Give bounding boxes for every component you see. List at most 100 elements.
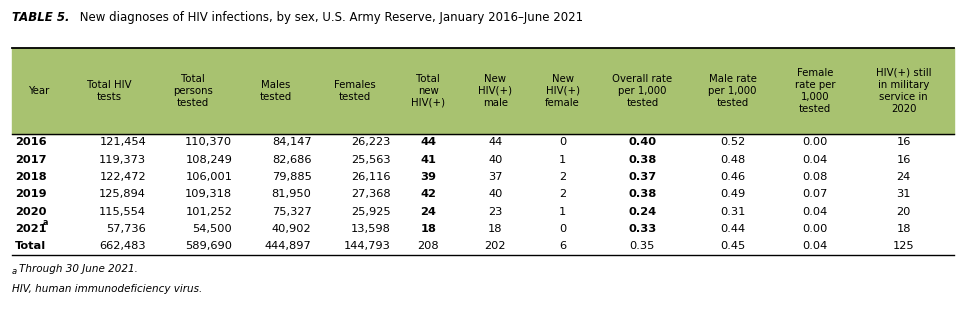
Text: 79,885: 79,885 xyxy=(271,172,312,182)
Text: 40: 40 xyxy=(488,155,503,165)
Text: 26,116: 26,116 xyxy=(351,172,390,182)
Text: 44: 44 xyxy=(420,138,436,147)
Text: 444,897: 444,897 xyxy=(265,241,312,251)
Text: Total
new
HIV(+): Total new HIV(+) xyxy=(411,74,445,108)
Text: 0.35: 0.35 xyxy=(630,241,655,251)
Text: 0.38: 0.38 xyxy=(628,189,657,199)
Text: Total: Total xyxy=(15,241,47,251)
Text: Males
tested: Males tested xyxy=(260,80,292,102)
Text: HIV, human immunodeficiency virus.: HIV, human immunodeficiency virus. xyxy=(12,284,201,294)
Text: 2018: 2018 xyxy=(15,172,47,182)
Text: 0.07: 0.07 xyxy=(802,189,828,199)
Text: 0.33: 0.33 xyxy=(628,224,657,234)
Text: 0.04: 0.04 xyxy=(802,207,828,217)
Text: 18: 18 xyxy=(420,224,436,234)
Text: 110,370: 110,370 xyxy=(185,138,232,147)
Text: 125,894: 125,894 xyxy=(99,189,146,199)
Text: 109,318: 109,318 xyxy=(185,189,232,199)
Text: 1: 1 xyxy=(559,207,566,217)
Text: 40: 40 xyxy=(488,189,503,199)
Text: 0.00: 0.00 xyxy=(802,138,828,147)
Text: 0.37: 0.37 xyxy=(628,172,656,182)
Text: Total HIV
tests: Total HIV tests xyxy=(86,80,131,102)
Text: 0.24: 0.24 xyxy=(628,207,656,217)
Text: 20: 20 xyxy=(897,207,911,217)
Text: 6: 6 xyxy=(559,241,566,251)
Text: 25,925: 25,925 xyxy=(351,207,390,217)
Text: 25,563: 25,563 xyxy=(351,155,390,165)
Text: 75,327: 75,327 xyxy=(271,207,312,217)
Text: 0: 0 xyxy=(559,138,566,147)
Text: 0.45: 0.45 xyxy=(720,241,745,251)
Text: 24: 24 xyxy=(897,172,911,182)
Text: 119,373: 119,373 xyxy=(99,155,146,165)
Text: New diagnoses of HIV infections, by sex, U.S. Army Reserve, January 2016–June 20: New diagnoses of HIV infections, by sex,… xyxy=(76,11,583,24)
Text: 0.44: 0.44 xyxy=(720,224,745,234)
Text: 39: 39 xyxy=(420,172,436,182)
Text: 589,690: 589,690 xyxy=(185,241,232,251)
Text: 2: 2 xyxy=(559,189,566,199)
Text: Total
persons
tested: Total persons tested xyxy=(173,74,213,108)
Text: 0.04: 0.04 xyxy=(802,155,828,165)
Text: 662,483: 662,483 xyxy=(100,241,146,251)
Text: 106,001: 106,001 xyxy=(185,172,232,182)
Text: a: a xyxy=(12,267,16,276)
Text: 37: 37 xyxy=(488,172,503,182)
Text: 1: 1 xyxy=(559,155,566,165)
Text: 18: 18 xyxy=(488,224,503,234)
Text: 2021: 2021 xyxy=(15,224,47,234)
Text: 125: 125 xyxy=(893,241,914,251)
Text: 84,147: 84,147 xyxy=(272,138,312,147)
Text: 44: 44 xyxy=(488,138,503,147)
Text: 18: 18 xyxy=(897,224,911,234)
Text: 0.00: 0.00 xyxy=(802,224,828,234)
Text: 0.38: 0.38 xyxy=(628,155,657,165)
Text: 0.46: 0.46 xyxy=(720,172,745,182)
Text: 16: 16 xyxy=(897,138,911,147)
Text: Male rate
per 1,000
tested: Male rate per 1,000 tested xyxy=(709,74,757,108)
Text: 40,902: 40,902 xyxy=(272,224,312,234)
Text: 27,368: 27,368 xyxy=(351,189,390,199)
Text: 0.08: 0.08 xyxy=(802,172,828,182)
Text: 0: 0 xyxy=(559,224,566,234)
Text: HIV(+) still
in military
service in
2020: HIV(+) still in military service in 2020 xyxy=(876,68,931,114)
Text: 2019: 2019 xyxy=(15,189,47,199)
Text: 2017: 2017 xyxy=(15,155,47,165)
Text: New
HIV(+)
female: New HIV(+) female xyxy=(546,74,580,108)
Bar xyxy=(12,48,954,134)
Text: 108,249: 108,249 xyxy=(185,155,232,165)
Text: 31: 31 xyxy=(897,189,911,199)
Text: 42: 42 xyxy=(420,189,436,199)
Text: 26,223: 26,223 xyxy=(351,138,390,147)
Text: 208: 208 xyxy=(417,241,439,251)
Text: 122,472: 122,472 xyxy=(100,172,146,182)
Text: 23: 23 xyxy=(488,207,503,217)
Text: 16: 16 xyxy=(897,155,911,165)
Text: 54,500: 54,500 xyxy=(193,224,232,234)
Text: 115,554: 115,554 xyxy=(99,207,146,217)
Text: 2: 2 xyxy=(559,172,566,182)
Text: 0.04: 0.04 xyxy=(802,241,828,251)
Text: 13,598: 13,598 xyxy=(351,224,390,234)
Text: 0.49: 0.49 xyxy=(720,189,745,199)
Text: Year: Year xyxy=(29,86,50,96)
Text: 82,686: 82,686 xyxy=(272,155,312,165)
Text: Females
tested: Females tested xyxy=(334,80,376,102)
Text: 24: 24 xyxy=(420,207,436,217)
Text: 0.48: 0.48 xyxy=(720,155,745,165)
Text: Through 30 June 2021.: Through 30 June 2021. xyxy=(19,264,138,274)
Text: Overall rate
per 1,000
tested: Overall rate per 1,000 tested xyxy=(612,74,672,108)
Text: 0.52: 0.52 xyxy=(720,138,745,147)
Text: 144,793: 144,793 xyxy=(344,241,390,251)
Text: TABLE 5.: TABLE 5. xyxy=(12,11,69,24)
Text: 2016: 2016 xyxy=(15,138,47,147)
Text: New
HIV(+)
male: New HIV(+) male xyxy=(479,74,512,108)
Text: Female
rate per
1,000
tested: Female rate per 1,000 tested xyxy=(795,68,835,114)
Text: 101,252: 101,252 xyxy=(185,207,232,217)
Text: 81,950: 81,950 xyxy=(271,189,312,199)
Text: 2020: 2020 xyxy=(15,207,47,217)
Text: 121,454: 121,454 xyxy=(100,138,146,147)
Text: 0.40: 0.40 xyxy=(628,138,656,147)
Text: 0.31: 0.31 xyxy=(720,207,745,217)
Text: 41: 41 xyxy=(420,155,436,165)
